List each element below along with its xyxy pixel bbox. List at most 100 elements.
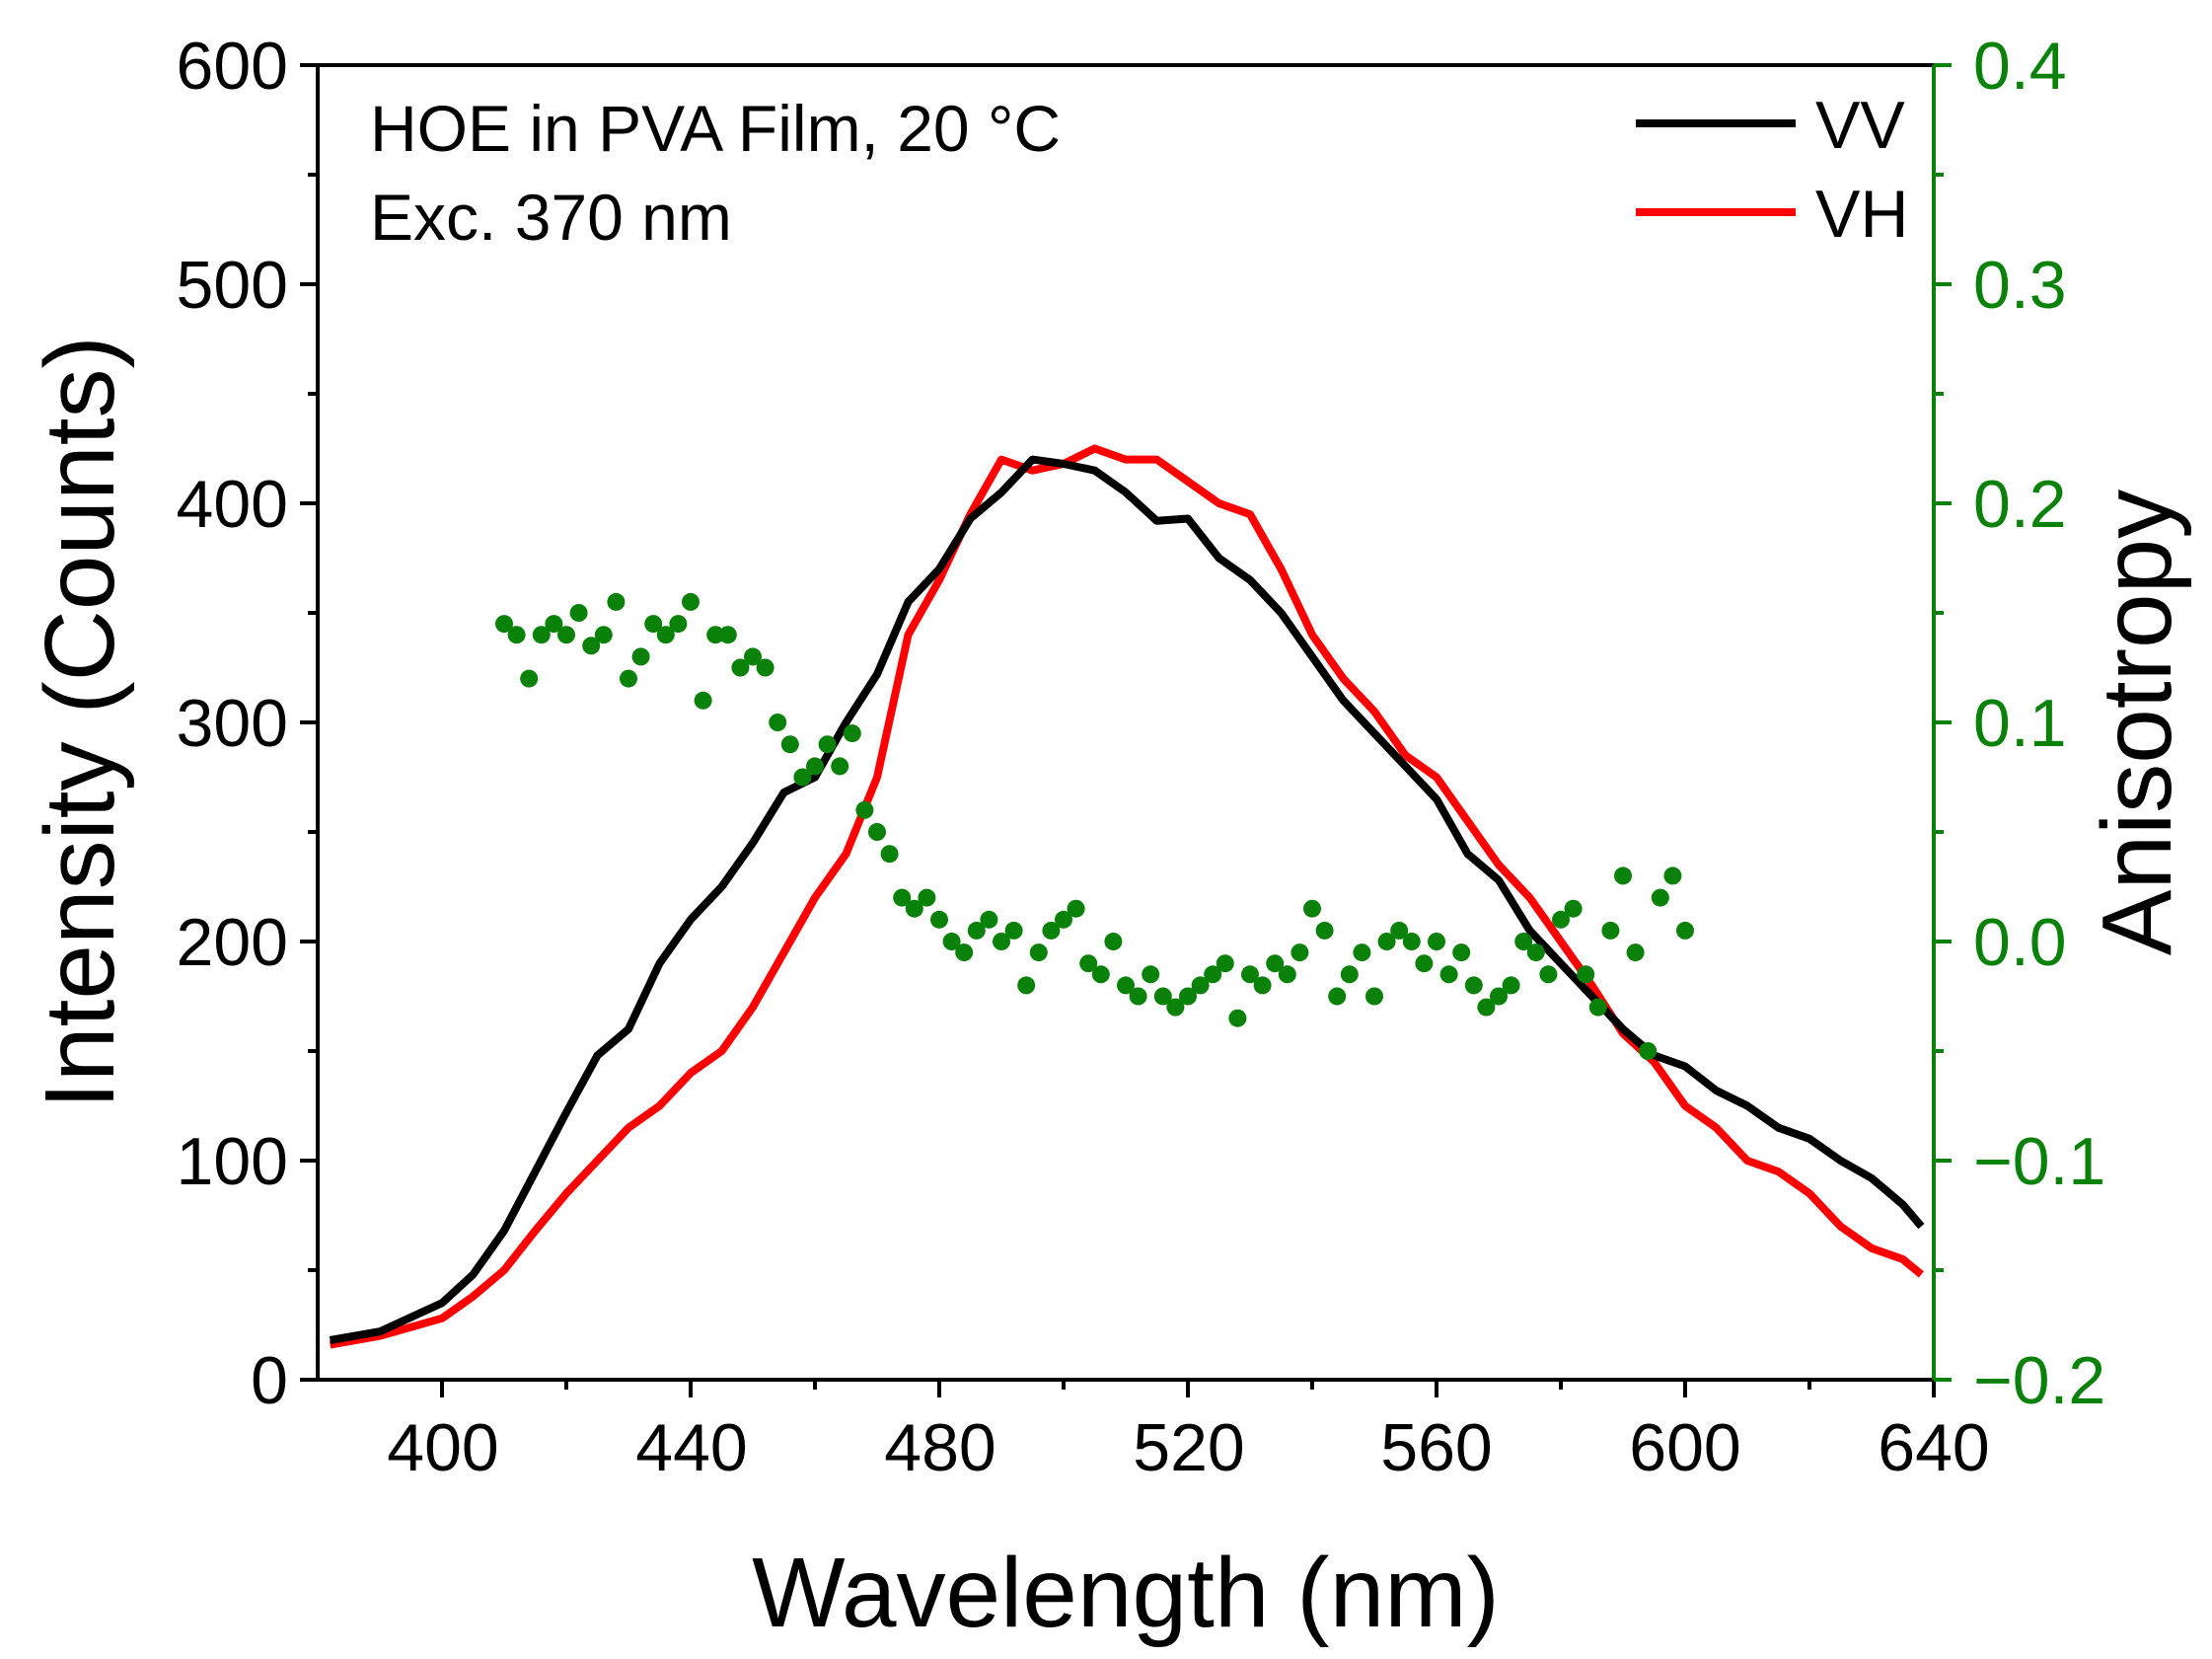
- anisotropy-point: [1614, 867, 1632, 885]
- x-tick-label: 400: [387, 1410, 498, 1485]
- legend-label-vv: VV: [1815, 88, 1905, 163]
- anisotropy-point: [582, 637, 601, 655]
- anisotropy-point: [1142, 965, 1160, 984]
- anisotropy-point: [880, 845, 899, 864]
- anisotropy-point: [731, 658, 750, 677]
- anisotropy-point: [532, 626, 551, 644]
- anisotropy-point: [893, 888, 912, 907]
- anisotropy-point: [1117, 976, 1135, 995]
- y-axis-title: Intensity (Counts): [25, 336, 135, 1109]
- y2-tick-label: −0.2: [1973, 1343, 2105, 1418]
- anisotropy-point: [843, 724, 861, 743]
- anisotropy-point: [967, 921, 986, 940]
- anisotropy-point: [1502, 976, 1520, 995]
- anisotropy-point: [1303, 899, 1321, 918]
- anisotropy-point: [1651, 888, 1669, 907]
- anisotropy-point: [557, 626, 575, 644]
- anisotropy-point: [831, 757, 849, 776]
- anisotropy-point: [1017, 976, 1036, 995]
- anisotropy-point: [918, 888, 936, 907]
- anisotropy-point: [993, 933, 1010, 950]
- anisotropy-point: [1464, 976, 1483, 995]
- y-tick-label: 100: [177, 1124, 288, 1199]
- anisotropy-point: [1415, 954, 1434, 973]
- anisotropy-point: [1377, 933, 1396, 950]
- y2-tick-label: −0.1: [1973, 1124, 2105, 1199]
- y-tick-label: 600: [177, 29, 288, 104]
- anisotropy-point: [1577, 965, 1595, 984]
- vh-line: [329, 444, 1924, 1349]
- y-tick-label: 200: [177, 905, 288, 980]
- y-tick-label: 0: [251, 1343, 288, 1418]
- anisotropy-point: [1228, 1009, 1247, 1027]
- anisotropy-point: [1390, 921, 1409, 940]
- anisotropy-point: [644, 615, 663, 634]
- anisotropy-point: [806, 757, 824, 776]
- excitation-annotation: Exc. 370 nm: [370, 181, 732, 254]
- anisotropy-point: [1526, 943, 1545, 962]
- anisotropy-point: [1241, 965, 1259, 984]
- sample-annotation: HOE in PVA Film, 20 °C: [370, 92, 1061, 165]
- anisotropy-point: [682, 592, 700, 611]
- anisotropy-point: [1676, 921, 1694, 940]
- x-tick-labels: 400 440 480 520 560 600 640: [387, 1410, 1989, 1485]
- anisotropy-point: [656, 626, 675, 644]
- anisotropy-point: [744, 647, 762, 666]
- anisotropy-point: [1042, 921, 1061, 940]
- legend-label-vh: VH: [1815, 177, 1908, 252]
- anisotropy-point: [905, 899, 923, 918]
- vv-line: [329, 455, 1925, 1344]
- anisotropy-point: [1315, 921, 1334, 940]
- x-tick-label: 520: [1133, 1410, 1244, 1485]
- anisotropy-point: [1514, 933, 1533, 950]
- y-tick-labels: 0 100 200 300 400 500 600: [177, 29, 288, 1418]
- anisotropy-point: [1129, 987, 1147, 1006]
- anisotropy-point: [1588, 998, 1607, 1017]
- x-tick-label: 640: [1878, 1410, 1989, 1485]
- y-tick-label: 400: [177, 467, 288, 542]
- anisotropy-point: [1104, 933, 1123, 950]
- anisotropy-point: [520, 669, 539, 688]
- anisotropy-point: [1340, 965, 1359, 984]
- anisotropy-point: [868, 823, 886, 841]
- anisotropy-point: [1663, 867, 1682, 885]
- anisotropy-point: [769, 714, 787, 731]
- anisotropy-point: [1004, 921, 1023, 940]
- anisotropy-point: [545, 615, 563, 634]
- anisotropy-point: [569, 604, 588, 622]
- vv-series: [329, 455, 1925, 1344]
- anisotropy-point: [1079, 954, 1098, 973]
- anisotropy-point: [1253, 976, 1272, 995]
- y-tick-label: 300: [177, 686, 288, 761]
- anisotropy-point: [818, 735, 837, 754]
- anisotropy-point: [1091, 965, 1110, 984]
- anisotropy-point: [1477, 998, 1496, 1017]
- anisotropy-point: [1179, 987, 1197, 1006]
- anisotropy-point: [694, 691, 712, 710]
- anisotropy-point: [1439, 965, 1458, 984]
- anisotropy-point: [955, 943, 974, 962]
- anisotropy-point: [507, 626, 526, 644]
- anisotropy-point: [706, 626, 725, 644]
- anisotropy-point: [1290, 943, 1309, 962]
- anisotropy-point: [1365, 987, 1383, 1006]
- anisotropy-point: [1539, 965, 1558, 984]
- anisotropy-point: [1278, 965, 1296, 984]
- y2-tick-labels: −0.2 −0.1 0.0 0.1 0.2 0.3 0.4: [1973, 29, 2105, 1418]
- anisotropy-point: [1626, 943, 1645, 962]
- anisotropy-point: [1452, 943, 1471, 962]
- anisotropy-point: [1564, 899, 1583, 918]
- anisotropy-point: [607, 592, 626, 611]
- y-tick-label: 500: [177, 248, 288, 323]
- y2-tick-label: 0.2: [1973, 467, 2067, 542]
- anisotropy-point: [1204, 965, 1222, 984]
- anisotropy-point: [1353, 943, 1371, 962]
- anisotropy-point: [855, 800, 874, 819]
- anisotropy-point: [495, 615, 513, 634]
- anisotropy-point: [930, 910, 948, 929]
- anisotropy-point: [1216, 954, 1234, 973]
- x-tick-label: 440: [635, 1410, 747, 1485]
- anisotropy-point: [1266, 954, 1285, 973]
- anisotropy-point: [594, 626, 613, 644]
